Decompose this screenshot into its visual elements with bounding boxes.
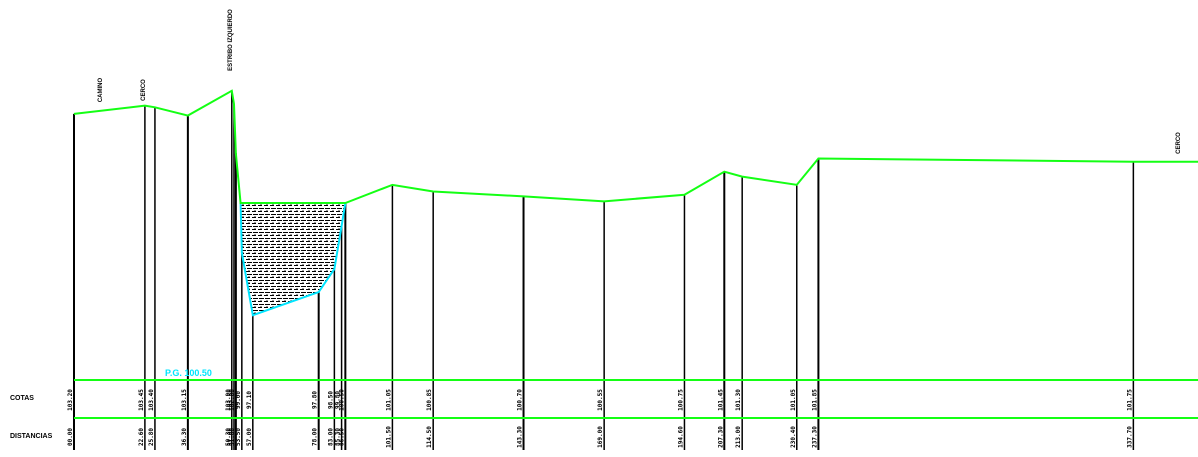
top-annotation: CAMINO (98, 78, 104, 103)
station-lines (73, 90, 1135, 450)
elevation-tick-label: 101.05 (385, 389, 392, 411)
elevation-row-label: COTAS (10, 395, 34, 402)
distance-tick-label: 50.30 (225, 428, 232, 446)
distance-tick-label: 22.60 (138, 428, 145, 446)
water-area (239, 202, 347, 317)
top-annotation: CERCO (1176, 132, 1182, 154)
distance-tick-label: 169.00 (597, 426, 604, 448)
distance-tick-label: 114.50 (426, 426, 433, 448)
distance-tick-label: 337.70 (1126, 426, 1133, 448)
elevation-tick-label: 100.70 (517, 389, 524, 411)
top-annotation: CERCO (141, 79, 147, 101)
distance-tick-label: 53.50 (235, 428, 242, 446)
elevation-tick-label: 103.50 (227, 389, 234, 411)
elevation-tick-label: 103.20 (67, 389, 74, 411)
distance-tick-label: 237.30 (811, 426, 818, 448)
elevation-tick-label: 100.85 (426, 389, 433, 411)
elevation-tick-label: 102.00 (229, 389, 236, 411)
elevation-tick-label: 100.55 (597, 389, 604, 411)
distance-tick-label: 57.00 (246, 428, 253, 446)
distance-tick-label: 51.60 (229, 428, 236, 446)
distance-tick-label: 101.50 (385, 426, 392, 448)
distance-tick-label: 86.50 (338, 428, 345, 446)
elevation-tick-label: 101.75 (1126, 389, 1133, 411)
top-annotations: CAMINO CERCO ESTRIBO IZQUIERDO CERCO (98, 9, 1182, 154)
distance-tick-label: 00.00 (67, 428, 74, 446)
terrain-profile (73, 89, 1198, 204)
distance-tick-label: 85.30 (335, 428, 342, 446)
elevation-tick-label: 101.30 (735, 389, 742, 411)
elevation-tick-label: 103.90 (225, 389, 232, 411)
top-annotation: ESTRIBO IZQUIERDO (228, 9, 234, 71)
elevation-tick-label: 101.85 (811, 389, 818, 411)
datum-lines (74, 379, 1198, 419)
elevation-tick-label: 101.05 (790, 389, 797, 411)
distance-tick-label: 230.40 (790, 426, 797, 448)
distance-tick-label: 78.00 (312, 428, 319, 446)
elevation-tick-label: 100.50 (338, 389, 345, 411)
distance-tick-label: 213.00 (735, 426, 742, 448)
distance-row-label: DISTANCIAS (10, 433, 53, 440)
distance-tick-label: 83.00 (327, 428, 334, 446)
distance-tick-label: 51.00 (227, 428, 234, 446)
elevation-tick-label: 100.75 (677, 389, 684, 411)
elevation-tick-label: 97.80 (312, 391, 319, 409)
elevation-tick-label: 99.00 (235, 391, 242, 409)
elevation-tick-label: 101.45 (717, 389, 724, 411)
elevation-tick-label: 103.45 (138, 389, 145, 411)
elevation-tick-label: 99.80 (335, 391, 342, 409)
elevation-tick-label: 98.50 (327, 391, 334, 409)
station-labels: 103.20 00.00 103.45 22.60 103.40 25.80 103.15 3… (67, 389, 1133, 448)
elevation-tick-label: 97.10 (246, 391, 253, 409)
distance-tick-label: 207.30 (717, 426, 724, 448)
distance-tick-label: 143.30 (517, 426, 524, 448)
water-hatch-area (239, 202, 347, 317)
water-level-label: P.G. 100.50 (165, 368, 212, 378)
elevation-tick-label: 103.40 (148, 389, 155, 411)
distance-tick-label: 36.30 (181, 428, 188, 446)
distance-tick-label: 25.80 (148, 428, 155, 446)
elevation-tick-label: 103.15 (181, 389, 188, 411)
terrain-line (73, 89, 1198, 204)
distance-tick-label: 194.60 (677, 426, 684, 448)
